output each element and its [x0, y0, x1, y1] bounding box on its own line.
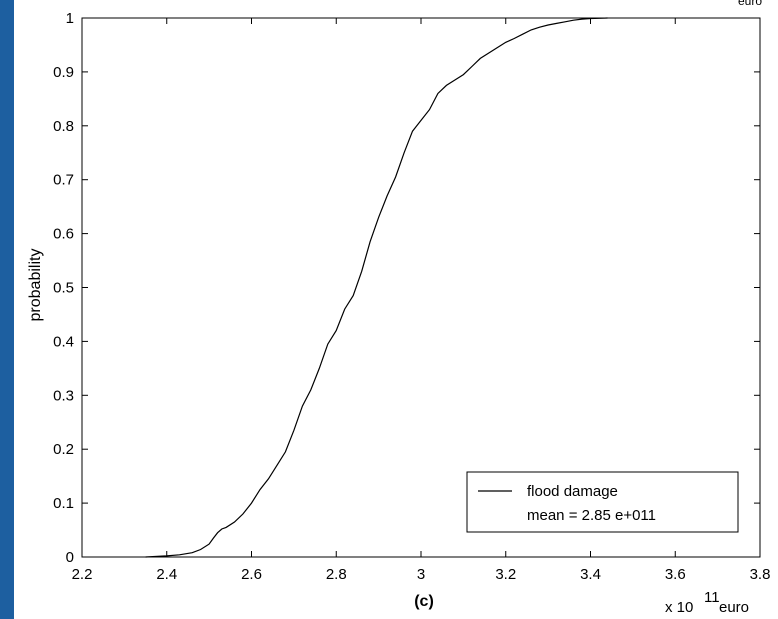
y-tick-label: 1: [66, 10, 74, 27]
y-tick-label: 0.3: [53, 387, 74, 404]
y-axis-ticks: 0 0.1 0.2 0.3 0.4 0.5 0.6 0.7 0.8 0.9 1: [53, 10, 760, 566]
x-tick-label: 3: [417, 566, 425, 583]
window-edge-strip: [0, 0, 14, 619]
series-line-flood-damage: [145, 17, 608, 558]
x-multiplier-exponent: 11: [704, 589, 720, 606]
x-unit-text: euro: [719, 599, 749, 616]
x-axis-ticks: 2.2 2.4 2.6 2.8 3 3.2 3.4 3.6 3.8: [72, 18, 771, 583]
y-tick-label: 0.2: [53, 441, 74, 458]
y-tick-label: 0.9: [53, 64, 74, 81]
y-tick-label: 0.6: [53, 226, 74, 243]
legend-entry-mean: mean = 2.85 e+011: [527, 507, 656, 524]
y-tick-label: 0.5: [53, 280, 74, 297]
legend: flood damage mean = 2.85 e+011: [466, 471, 739, 533]
y-axis-label: probability: [27, 249, 44, 322]
x-tick-label: 3.8: [750, 566, 771, 583]
x-axis-multiplier: x 10 11 euro: [665, 589, 749, 616]
y-tick-label: 0.8: [53, 118, 74, 135]
x-tick-label: 2.8: [326, 566, 347, 583]
y-tick-label: 0.4: [53, 333, 74, 350]
legend-entry-flood-damage: flood damage: [527, 483, 618, 500]
y-tick-label: 0: [66, 549, 74, 566]
x-tick-label: 2.6: [241, 566, 262, 583]
y-tick-label: 0.7: [53, 172, 74, 189]
top-right-unit-text: euro: [737, 0, 762, 8]
x-tick-label: 3.4: [580, 566, 601, 583]
x-tick-label: 2.4: [156, 566, 177, 583]
x-multiplier-text: x 10: [665, 599, 693, 616]
x-tick-label: 3.2: [495, 566, 516, 583]
x-tick-label: 2.2: [72, 566, 93, 583]
x-tick-label: 3.6: [665, 566, 686, 583]
x-axis-label: (c): [414, 593, 434, 610]
legend-box: [466, 471, 739, 533]
y-tick-label: 0.1: [53, 495, 74, 512]
